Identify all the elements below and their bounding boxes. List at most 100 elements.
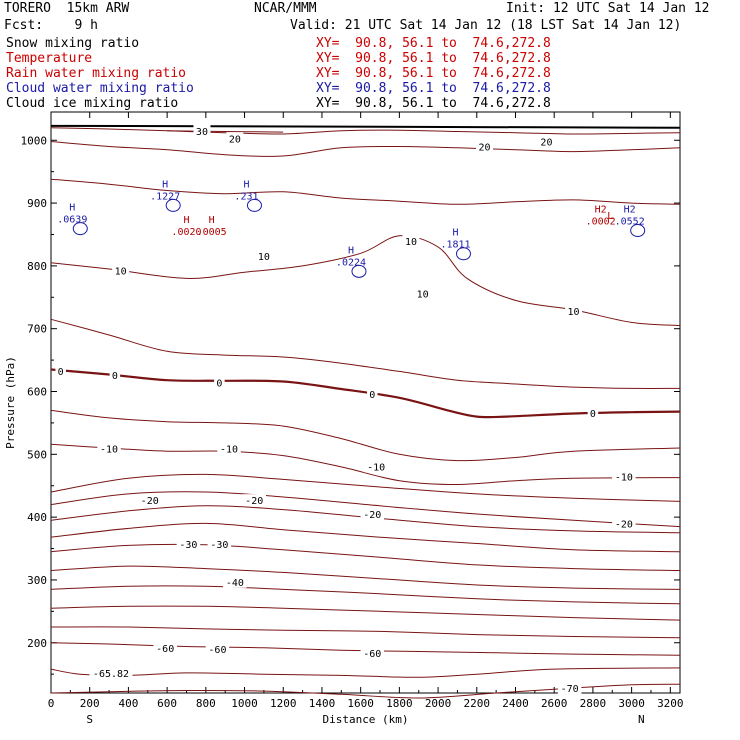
isotherm-label: -60 [208, 645, 226, 656]
legend-cloud-ice: Cloud ice mixing ratio [6, 96, 179, 111]
isotherm-label-bg [193, 124, 211, 137]
x-tick-label: 2400 [502, 697, 529, 710]
y-tick-label: 800 [27, 260, 47, 273]
isotherm-label: 10 [258, 252, 270, 263]
rain-max-marker: H [209, 215, 215, 226]
isotherm-label-bg [612, 517, 636, 530]
x-tick-label: 1400 [309, 697, 336, 710]
cloud-max-value: .0639 [57, 215, 87, 226]
isotherm-label-bg [112, 264, 130, 277]
cloud-contour [72, 222, 88, 236]
isotherm-label-bg [557, 681, 582, 694]
isotherm-label-bg [207, 538, 232, 551]
isotherm-label: 10 [405, 237, 417, 248]
isotherm-label-bg [612, 470, 636, 483]
cloud-max-value: .231 [234, 191, 258, 202]
init-time: Init: 12 UTC Sat 14 Jan 12 [506, 1, 710, 16]
cloud-contour [455, 247, 471, 261]
isotherm-line [50, 605, 681, 621]
legend-rain-xy: XY= 90.8, 56.1 to 74.6,272.8 [316, 66, 551, 81]
legend-rain: Rain water mixing ratio [6, 66, 187, 81]
forecast-hour: Fcst: 9 h [4, 18, 98, 33]
isotherm-line [50, 683, 681, 699]
cloud-max-marker: H [452, 228, 458, 239]
isotherm-label-bg [476, 140, 494, 153]
cloud-contour [630, 223, 646, 237]
isotherm-label-bg [205, 643, 230, 656]
legend-cloud-water-xy: XY= 90.8, 56.1 to 74.6,272.8 [316, 81, 551, 96]
north-label: N [638, 713, 645, 726]
cloud-max-value: .1811 [440, 240, 470, 251]
isotherm-label: 10 [417, 290, 429, 301]
isotherm-label-bg [587, 406, 599, 419]
isotherm-label: 20 [540, 138, 552, 149]
center-name: NCAR/MMM [254, 1, 317, 16]
isotherm-label: 0 [112, 371, 118, 382]
rain-max-marker: H [183, 215, 189, 226]
y-axis-title: Pressure (hPa) [4, 356, 17, 449]
temperature-contours [50, 127, 681, 699]
isotherm-line [50, 642, 681, 656]
cloud-max-marker: H [162, 179, 168, 190]
cloud-max-value: .0552 [615, 216, 645, 227]
isotherm-label: 20 [229, 134, 241, 145]
isotherm-label-bg [360, 507, 385, 520]
rain-max-value: .0002 [586, 216, 616, 227]
isotherm-line [50, 491, 681, 528]
isotherm-label: 20 [479, 143, 491, 154]
isotherm-line [50, 443, 681, 486]
isotherm-line [50, 565, 681, 590]
x-tick-label: 1800 [386, 697, 413, 710]
x-tick-label: 2600 [541, 697, 568, 710]
isotherm-label: -10 [220, 445, 238, 456]
cloud-contour [351, 264, 367, 278]
isotherm-label: -40 [226, 578, 244, 589]
legend-cloud-ice-xy: XY= 90.8, 56.1 to 74.6,272.8 [316, 96, 551, 111]
isotherm-line [50, 585, 681, 605]
legend-cloud-water: Cloud water mixing ratio [6, 81, 194, 96]
isotherm-label-bg [565, 305, 583, 318]
plot-frame [50, 111, 681, 694]
isotherm-label-bg [255, 249, 273, 262]
isotherm-label-bg [414, 287, 432, 300]
isotherm-label-bg [242, 494, 266, 507]
isotherm-label: 0 [58, 367, 64, 378]
isotherm-label: 0 [216, 379, 222, 390]
y-tick-label: 200 [27, 637, 47, 650]
isotherm-label-bg [109, 369, 121, 382]
isotherm-line [167, 130, 284, 133]
isotherm-label: -20 [615, 519, 633, 530]
y-tick-label: 300 [27, 574, 47, 587]
isotherm-line [50, 235, 681, 327]
isotherm-label: -70 [561, 684, 579, 695]
legend-temperature: Temperature [6, 51, 93, 66]
isotherm-line [50, 141, 681, 157]
isotherm-label: -60 [156, 644, 174, 655]
isotherm-line [50, 178, 681, 205]
isotherm-label-bg [97, 442, 121, 455]
cloud-max-marker: H [69, 203, 75, 214]
cloud-water-contours [72, 198, 646, 278]
isotherm-label-bg [55, 364, 66, 377]
isotherm-label: -10 [367, 462, 385, 473]
cloud-contour [246, 198, 262, 212]
isotherm-line [50, 409, 681, 462]
isotherm-label-bg [217, 442, 241, 455]
isotherm-label: -10 [100, 445, 118, 456]
isotherm-label: -30 [179, 540, 197, 551]
rain-max-value: .0020 [171, 227, 201, 238]
surface-line [50, 124, 681, 129]
isotherm-label: 0 [369, 390, 375, 401]
isotherm-line [50, 368, 681, 419]
contour-labels: -70 -65.82 -60 -60 -60 -40 -30 -30 -20 -20 -20 -20 -… [55, 124, 645, 695]
x-tick-label: 200 [80, 697, 100, 710]
legend-snow: Snow mixing ratio [6, 36, 140, 51]
x-tick-label: 2800 [580, 697, 607, 710]
cloud-max-marker: H [243, 179, 249, 190]
x-tick-label: 600 [157, 697, 177, 710]
isotherm-label-bg [402, 234, 420, 247]
rain-max-value: .0005 [197, 227, 227, 238]
x-tick-label: 800 [196, 697, 216, 710]
rain-max-marker: L [607, 211, 613, 222]
